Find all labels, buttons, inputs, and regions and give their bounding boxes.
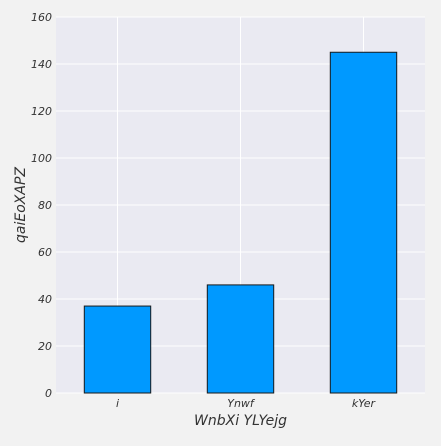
y-tick-label: 0 [45, 387, 52, 400]
y-axis-title: qaiEoXAPZ [13, 167, 29, 243]
y-tick-label: 60 [38, 246, 52, 259]
y-tick-label: 100 [31, 152, 52, 165]
y-tick-label: 40 [38, 293, 52, 306]
bar [83, 305, 152, 394]
x-tick-labels: i Ynwf kYer [116, 397, 377, 410]
x-axis-title: WnbXi YLYejg [194, 413, 287, 429]
y-tick-label: 20 [38, 340, 52, 353]
x-tick-label: Ynwf [227, 397, 256, 410]
x-tick-label: i [116, 397, 119, 410]
bar [329, 51, 398, 394]
bar [206, 284, 275, 394]
y-tick-labels: 0 20 40 60 80 100 120 140 160 [31, 11, 52, 400]
y-tick-label: 160 [31, 11, 52, 24]
bars [83, 51, 398, 394]
y-tick-label: 80 [38, 199, 52, 212]
y-tick-label: 140 [31, 58, 52, 71]
x-tick-label: kYer [352, 397, 377, 410]
y-tick-label: 120 [31, 105, 52, 118]
